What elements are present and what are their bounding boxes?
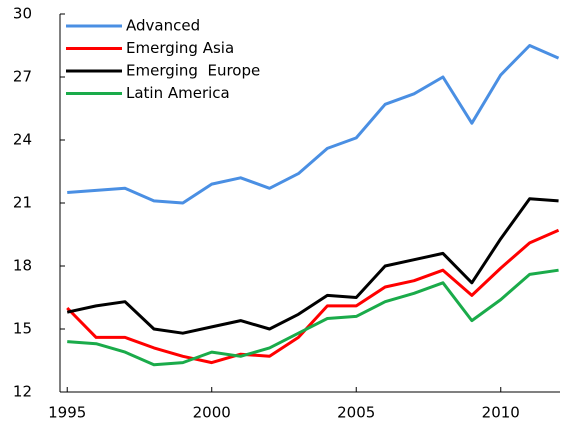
- y-tick-label: 24: [13, 131, 32, 149]
- x-tick-label: 2005: [337, 404, 375, 422]
- x-tick-label: 2010: [482, 404, 520, 422]
- series-line: [66, 197, 559, 335]
- y-tick-label: 21: [13, 194, 32, 212]
- legend-label: Latin America: [126, 84, 230, 102]
- y-tick-label: 18: [13, 257, 32, 275]
- series-line: [67, 44, 560, 205]
- legend-label: Advanced: [126, 17, 200, 35]
- y-tick-label: 12: [13, 383, 32, 401]
- legend-label: Emerging Europe: [126, 62, 260, 80]
- series-line: [67, 268, 559, 367]
- series-line: [66, 228, 560, 365]
- x-tick-label: 1995: [48, 404, 86, 422]
- y-tick-label: 15: [13, 320, 32, 338]
- y-tick-label: 30: [13, 5, 32, 23]
- y-tick-label: 27: [13, 68, 32, 86]
- legend-label: Emerging Asia: [126, 39, 234, 57]
- x-tick-label: 2000: [193, 404, 231, 422]
